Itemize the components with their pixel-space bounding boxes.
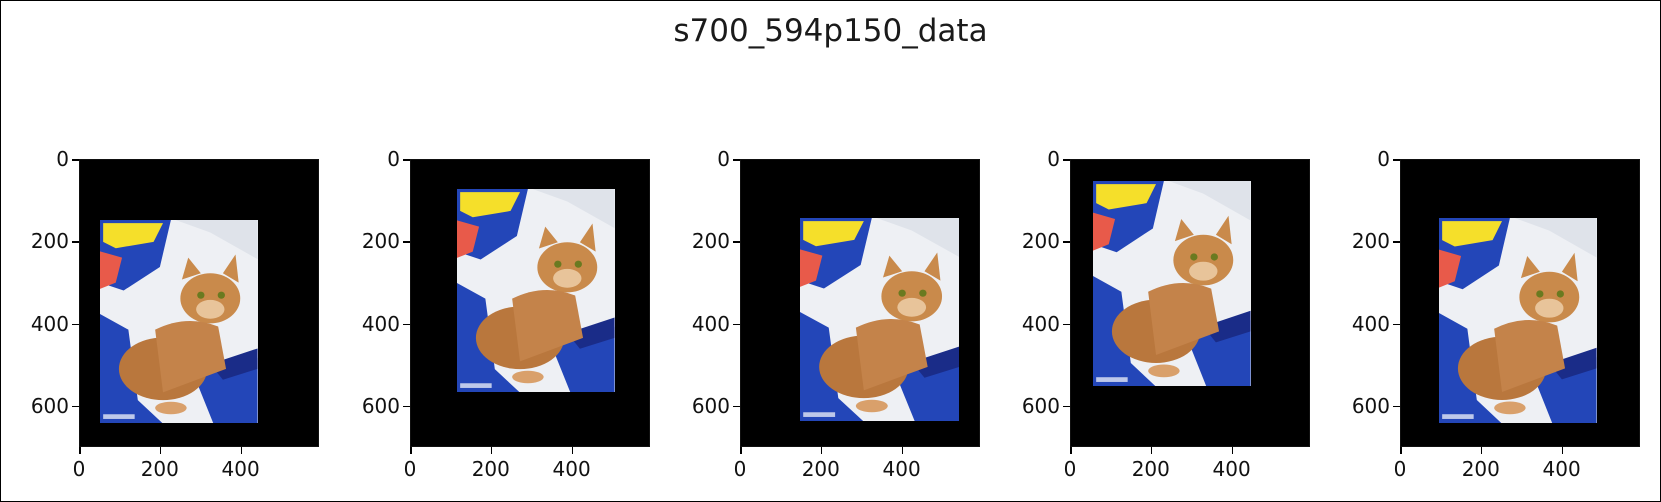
plot-area (79, 159, 319, 447)
cat-photo-icon (799, 217, 960, 422)
y-tick (403, 241, 410, 243)
plot-area (1070, 159, 1310, 447)
x-tick (1070, 447, 1072, 454)
x-tick (79, 447, 81, 454)
cat-photo (100, 219, 258, 424)
x-tick (1480, 447, 1483, 454)
cat-photo (1439, 217, 1597, 424)
cat-photo-icon (100, 219, 258, 424)
plot-area (740, 159, 980, 447)
x-tick (820, 447, 823, 454)
y-tick (733, 241, 740, 243)
cat-photo (457, 188, 616, 393)
cat-photo (799, 217, 960, 422)
y-tick (72, 159, 79, 161)
x-tick (901, 447, 904, 454)
x-tick-label: 400 (552, 457, 591, 481)
y-tick (403, 405, 410, 408)
y-tick-label: 200 (691, 229, 730, 254)
y-tick (1393, 405, 1400, 408)
image-panel-3: 0 200 400 600 0 200 400 (692, 147, 980, 481)
y-tick (1063, 241, 1070, 243)
y-tick-label: 200 (30, 229, 69, 254)
image-panel-1: 0 200 400 600 0 200 400 (31, 147, 319, 481)
y-tick (72, 323, 79, 326)
y-tick-label: 400 (1021, 311, 1060, 336)
image-panel-4: 0 200 400 600 0 200 400 (1022, 147, 1310, 481)
cat-photo (1093, 180, 1251, 387)
x-tick (490, 447, 493, 454)
y-tick (72, 241, 79, 243)
plot-area (1400, 159, 1640, 447)
y-tick (1393, 159, 1400, 161)
y-tick-label: 0 (387, 147, 400, 171)
y-tick (1393, 241, 1400, 243)
y-tick-label: 0 (717, 147, 730, 171)
y-tick-label: 600 (30, 393, 69, 418)
y-tick (733, 159, 740, 161)
x-tick-label: 400 (221, 457, 260, 481)
y-tick (733, 323, 740, 326)
y-tick-label: 0 (1377, 147, 1390, 171)
y-tick (1063, 159, 1070, 161)
figure-title: s700_594p150_data (673, 13, 988, 49)
y-tick-label: 0 (56, 147, 69, 171)
cat-photo-icon (457, 188, 616, 393)
y-tick (1393, 323, 1400, 326)
y-tick-label: 400 (1351, 311, 1390, 336)
y-tick (403, 323, 410, 326)
x-tick (571, 447, 574, 454)
x-tick-label: 0 (1063, 457, 1077, 481)
x-tick-label: 400 (1212, 457, 1251, 481)
cat-photo-icon (1093, 180, 1251, 387)
y-tick-label: 0 (1047, 147, 1060, 171)
x-tick-label: 0 (403, 457, 417, 481)
y-tick-label: 600 (691, 393, 730, 418)
x-tick-label: 0 (72, 457, 86, 481)
y-tick-label: 400 (691, 311, 730, 336)
y-tick-label: 400 (361, 311, 400, 336)
x-tick (410, 447, 412, 454)
x-tick-label: 0 (1393, 457, 1407, 481)
y-tick-label: 400 (30, 311, 69, 336)
x-tick-label: 0 (733, 457, 747, 481)
x-tick (1400, 447, 1402, 454)
x-tick-label: 200 (1131, 457, 1170, 481)
x-tick-label: 200 (471, 457, 510, 481)
y-tick-label: 200 (361, 229, 400, 254)
x-tick (1231, 447, 1234, 454)
x-tick (740, 447, 742, 454)
y-tick-label: 200 (1021, 229, 1060, 254)
y-tick-label: 600 (1021, 393, 1060, 418)
y-tick-label: 200 (1351, 229, 1390, 254)
x-tick (159, 447, 162, 454)
y-tick (1063, 405, 1070, 408)
image-panel-2: 0 200 400 600 0 200 400 (362, 147, 650, 481)
image-panel-5: 0 200 400 600 0 200 400 (1352, 147, 1640, 481)
x-tick-label: 200 (1461, 457, 1500, 481)
x-tick-label: 400 (882, 457, 921, 481)
x-tick (1561, 447, 1564, 454)
x-tick-label: 400 (1542, 457, 1581, 481)
x-tick-label: 200 (140, 457, 179, 481)
x-tick (1150, 447, 1153, 454)
y-tick-label: 600 (1351, 393, 1390, 418)
y-tick (403, 159, 410, 161)
y-tick-label: 600 (361, 393, 400, 418)
x-tick-label: 200 (801, 457, 840, 481)
plot-area (410, 159, 650, 447)
cat-photo-icon (1439, 217, 1597, 424)
y-tick (72, 405, 79, 408)
y-tick (1063, 323, 1070, 326)
y-tick (733, 405, 740, 408)
x-tick (240, 447, 243, 454)
